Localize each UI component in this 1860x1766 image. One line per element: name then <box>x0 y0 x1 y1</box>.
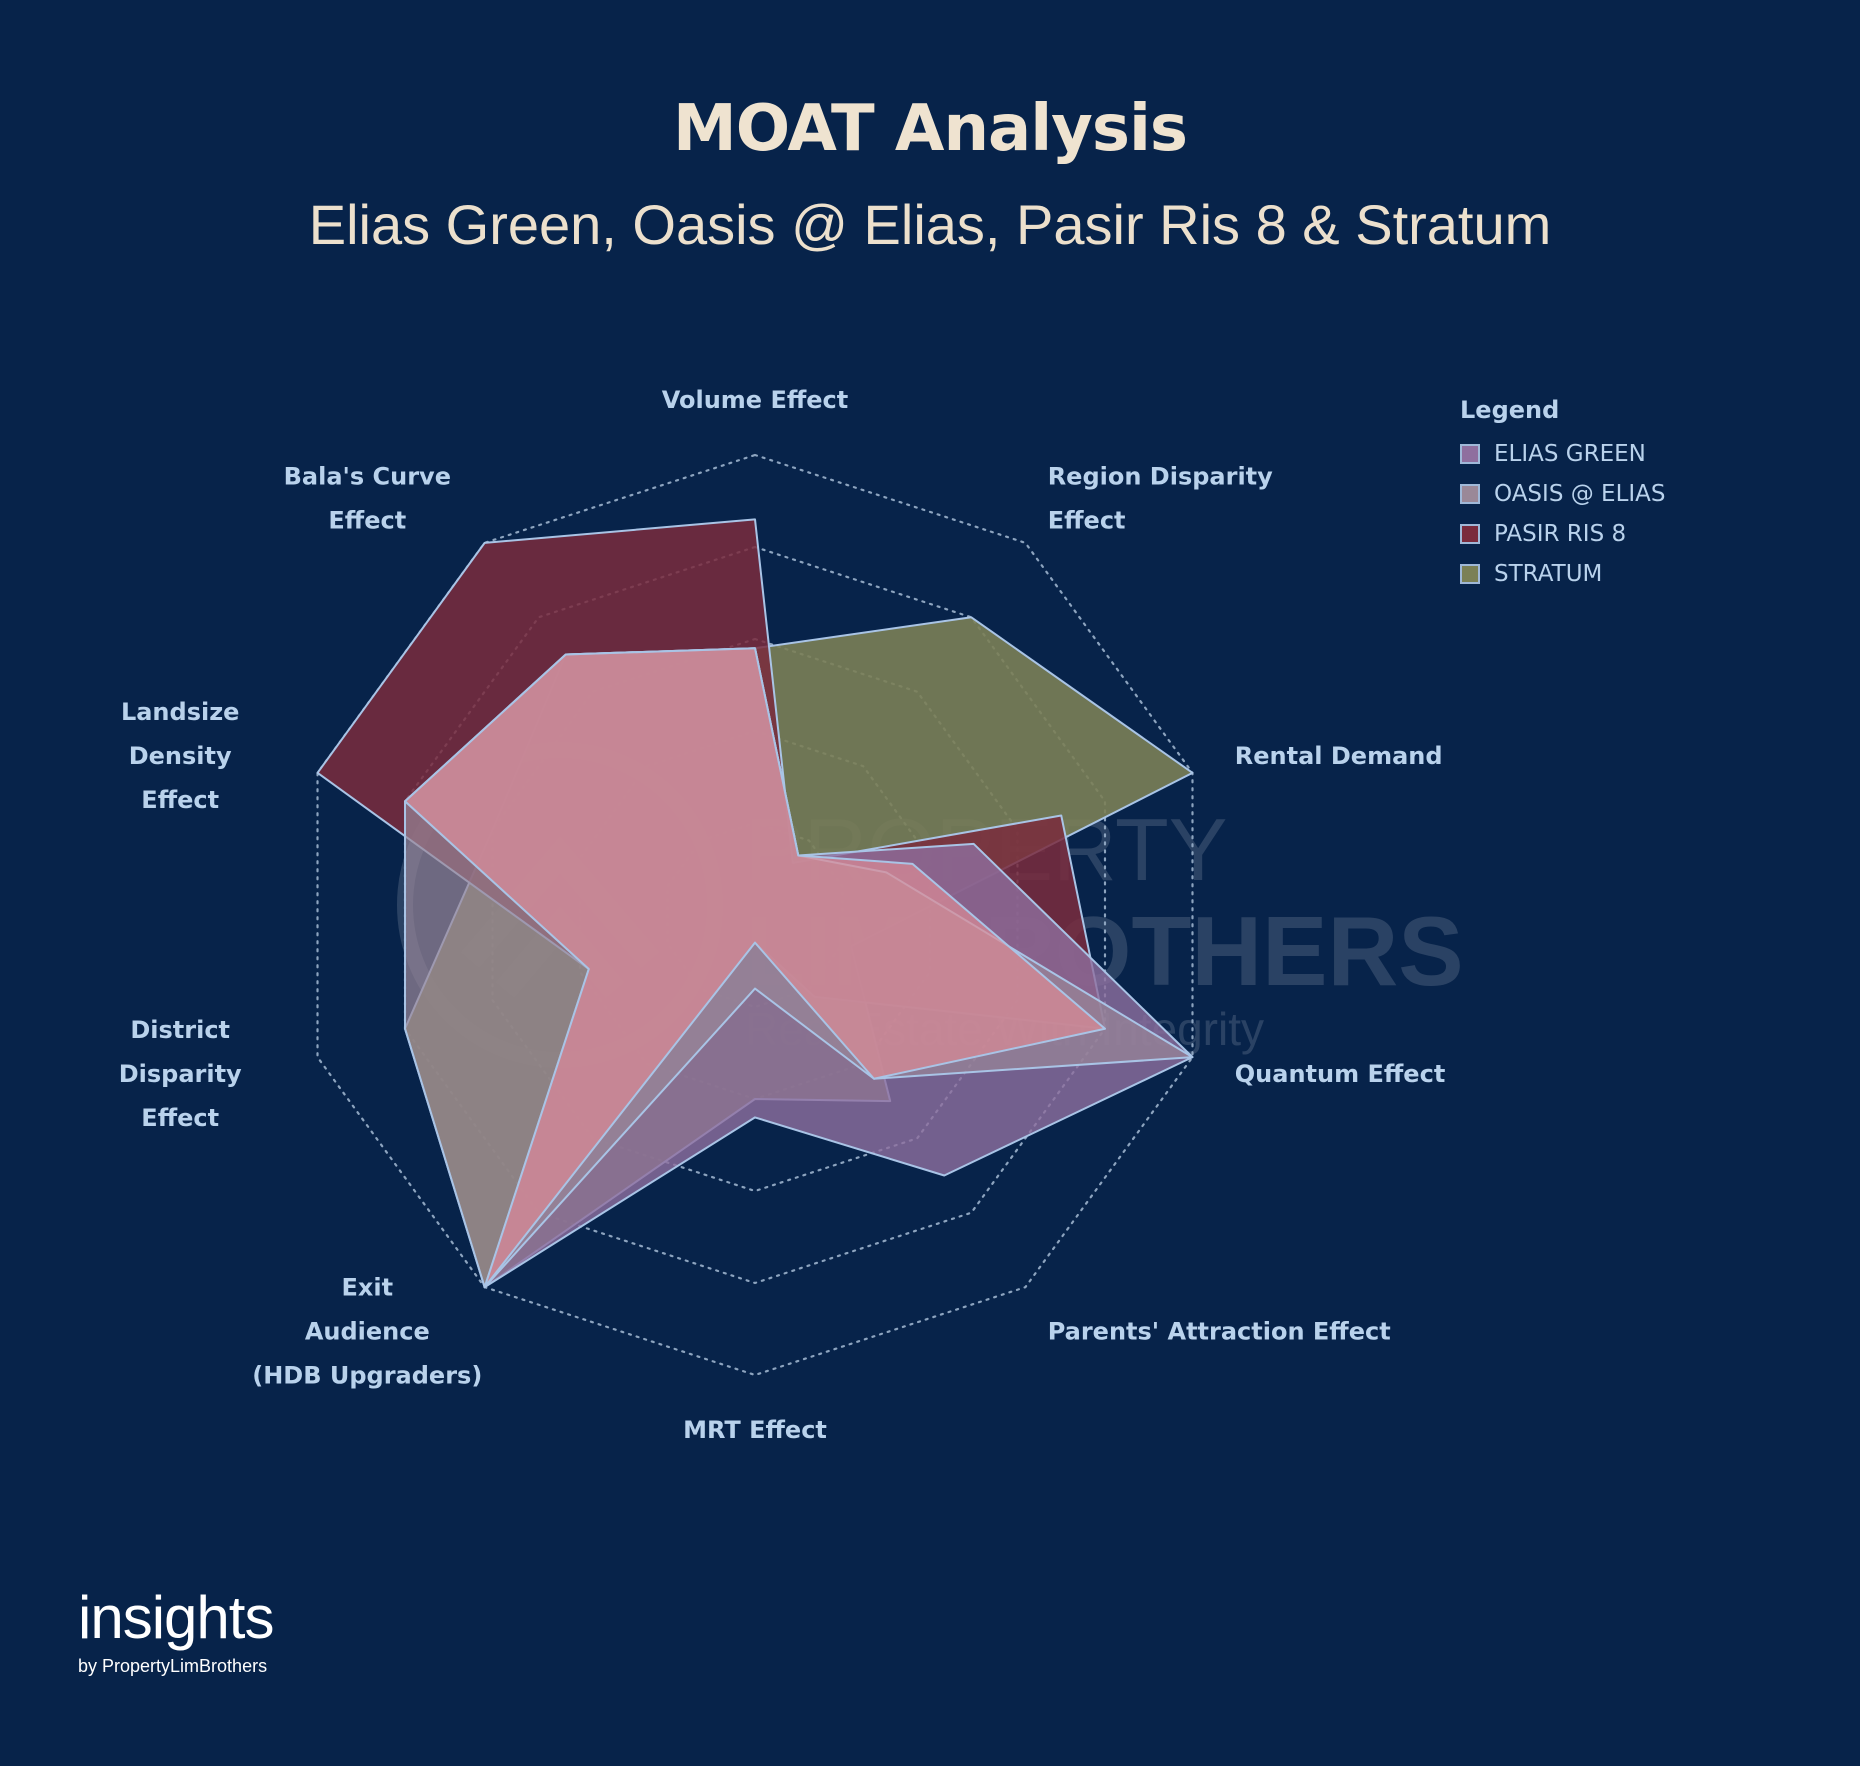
axis-labels: Volume Effect Region Disparity Effect Renta… <box>119 386 1446 1444</box>
legend: Legend ELIAS GREEN OASIS @ ELIAS PASIR RIS… <box>1460 396 1666 594</box>
axis-label-volume-effect: Volume Effect <box>662 386 849 414</box>
legend-swatch <box>1460 524 1480 544</box>
legend-item-oasis-elias: OASIS @ ELIAS <box>1460 474 1666 514</box>
chart-title: MOAT Analysis <box>673 92 1188 166</box>
axis-label-line: Bala's Curve <box>284 462 451 490</box>
legend-item-elias-green: ELIAS GREEN <box>1460 434 1666 474</box>
legend-swatch <box>1460 484 1480 504</box>
radar-series <box>316 518 1194 1289</box>
legend-item-pasir-ris-8: PASIR RIS 8 <box>1460 514 1666 554</box>
axis-label-line: (HDB Upgraders) <box>252 1362 482 1390</box>
legend-label: ELIAS GREEN <box>1494 441 1646 467</box>
axis-label-line: Quantum Effect <box>1235 1060 1446 1088</box>
axis-label-line: Landsize <box>121 698 240 726</box>
axis-label-line: District <box>130 1016 230 1044</box>
axis-label-line: Effect <box>1048 506 1126 534</box>
axis-label-rental-demand: Rental Demand <box>1235 742 1443 770</box>
axis-label-line: Region Disparity <box>1048 462 1273 490</box>
axis-label-line: Exit <box>342 1274 394 1302</box>
brand-logo: insights by PropertyLimBrothers <box>78 1584 274 1677</box>
axis-label-exit-audience-hdb-upgraders: Exit Audience (HDB Upgraders) <box>252 1274 482 1390</box>
axis-label-parents-attraction-effect: Parents' Attraction Effect <box>1048 1318 1391 1346</box>
axis-label-bala-s-curve-effect: Bala's Curve Effect <box>284 462 451 534</box>
axis-label-line: Density <box>129 742 232 770</box>
axis-label-region-disparity-effect: Region Disparity Effect <box>1048 462 1273 534</box>
axis-label-line: Audience <box>305 1318 430 1346</box>
axis-label-line: Effect <box>141 1104 219 1132</box>
axis-label-district-disparity-effect: District Disparity Effect <box>119 1016 242 1132</box>
axis-label-line: Effect <box>141 786 219 814</box>
axis-label-line: Parents' Attraction Effect <box>1048 1318 1391 1346</box>
axis-label-line: MRT Effect <box>683 1416 827 1444</box>
legend-label: PASIR RIS 8 <box>1494 521 1627 547</box>
axis-label-line: Effect <box>328 506 406 534</box>
legend-swatch <box>1460 564 1480 584</box>
brand-byline: by PropertyLimBrothers <box>78 1656 268 1676</box>
axis-label-landsize-density-effect: Landsize Density Effect <box>121 698 240 814</box>
series-pink-overlap <box>404 647 1106 1289</box>
axis-label-mrt-effect: MRT Effect <box>683 1416 827 1444</box>
legend-item-stratum: STRATUM <box>1460 554 1666 594</box>
axis-label-line: Rental Demand <box>1235 742 1443 770</box>
legend-swatch <box>1460 444 1480 464</box>
axis-label-quantum-effect: Quantum Effect <box>1235 1060 1446 1088</box>
chart-subtitle: Elias Green, Oasis @ Elias, Pasir Ris 8 … <box>308 193 1552 256</box>
legend-label: STRATUM <box>1494 561 1603 587</box>
legend-label: OASIS @ ELIAS <box>1494 481 1666 507</box>
legend-title: Legend <box>1460 396 1560 424</box>
brand-name: insights <box>78 1584 274 1651</box>
axis-label-line: Volume Effect <box>662 386 849 414</box>
legend-items: ELIAS GREEN OASIS @ ELIAS PASIR RIS 8 STRAT… <box>1460 434 1666 594</box>
axis-label-line: Disparity <box>119 1060 242 1088</box>
